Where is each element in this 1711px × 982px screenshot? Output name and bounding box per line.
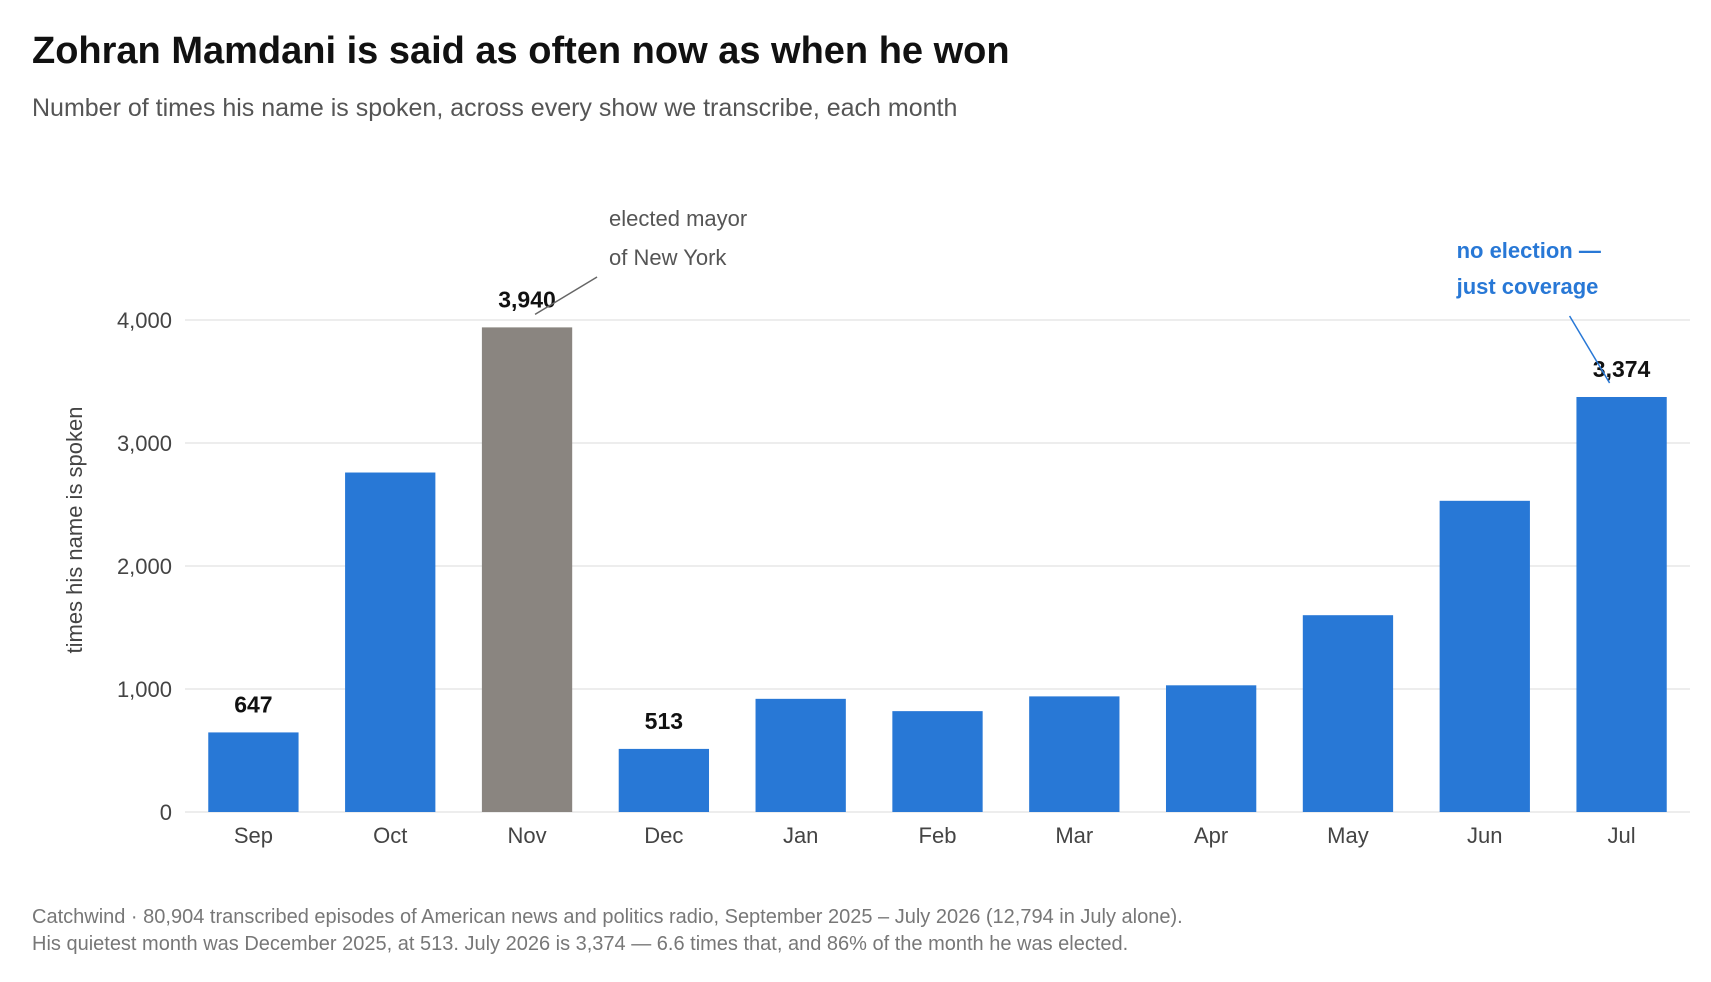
x-tick-label: Oct <box>373 823 407 848</box>
y-tick-label: 0 <box>160 800 172 825</box>
y-tick-label: 2,000 <box>117 554 172 579</box>
bar-may <box>1302 615 1394 812</box>
bar-sep <box>208 732 299 812</box>
y-axis-label: times his name is spoken <box>62 407 87 654</box>
x-tick-label: Jun <box>1467 823 1502 848</box>
annotation-leader <box>1568 315 1611 384</box>
annotation-text: no election — <box>1457 238 1601 263</box>
bar-apr <box>1165 685 1257 812</box>
bar-nov <box>481 327 573 812</box>
data-labels: 647 3,940 513 3,374 <box>234 286 1650 734</box>
annotation-text: of New York <box>609 245 727 270</box>
bar-oct <box>345 472 436 812</box>
x-axis-ticks: Sep Oct Nov Dec Jan Feb Mar Apr May Jun Jul <box>234 823 1636 848</box>
bar-mar <box>1029 696 1120 812</box>
x-tick-label: May <box>1327 823 1369 848</box>
footer-source: Catchwind · 80,904 transcribed episodes … <box>32 906 1183 928</box>
data-label: 3,940 <box>498 286 556 312</box>
x-tick-label: Sep <box>234 823 273 848</box>
bar-feb <box>892 711 983 812</box>
bar-jul <box>1576 396 1667 812</box>
y-axis-ticks: 0 1,000 2,000 3,000 4,000 <box>117 308 172 825</box>
y-tick-label: 3,000 <box>117 431 172 456</box>
y-tick-label: 1,000 <box>117 677 172 702</box>
bar-jan <box>755 698 846 812</box>
data-label: 3,374 <box>1593 356 1651 382</box>
annotation-text: elected mayor <box>609 206 747 231</box>
annotation-text: just coverage <box>1456 274 1599 299</box>
x-tick-label: Jul <box>1608 823 1636 848</box>
y-tick-label: 4,000 <box>117 308 172 333</box>
data-label: 647 <box>234 691 272 717</box>
x-tick-label: Jan <box>783 823 818 848</box>
bar-jun <box>1439 500 1530 812</box>
chart-title: Zohran Mamdani is said as often now as w… <box>32 30 1010 72</box>
annotations: elected mayor of New York no election — jus… <box>534 206 1611 384</box>
data-label: 513 <box>645 708 683 734</box>
annotation-leader <box>534 276 598 316</box>
x-tick-label: Mar <box>1055 823 1093 848</box>
x-tick-label: Feb <box>919 823 957 848</box>
footer-note: His quietest month was December 2025, at… <box>32 933 1129 955</box>
bar-dec <box>618 748 710 812</box>
bars <box>208 327 1667 812</box>
x-tick-label: Nov <box>507 823 546 848</box>
chart-subtitle: Number of times his name is spoken, acro… <box>32 94 958 122</box>
x-tick-label: Apr <box>1194 823 1228 848</box>
x-tick-label: Dec <box>644 823 683 848</box>
